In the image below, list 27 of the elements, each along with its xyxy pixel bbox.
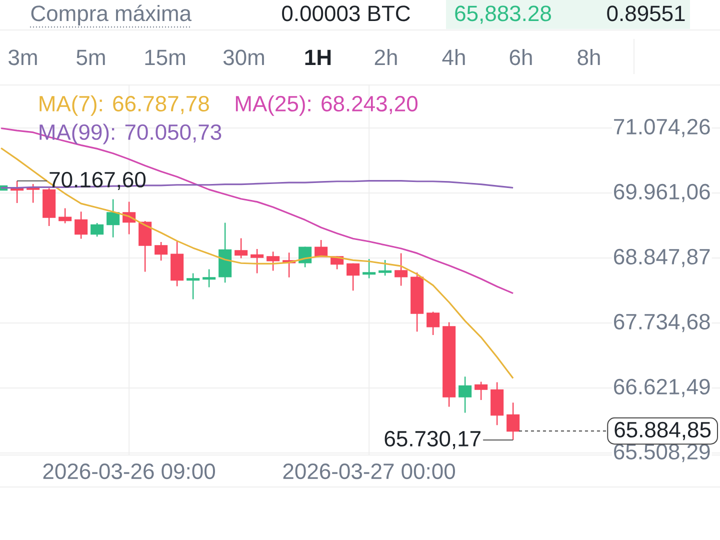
y-tick-label: 66.621,49 — [614, 378, 710, 398]
y-tick-label: 68.847,87 — [614, 248, 710, 268]
text: 15m — [145, 50, 185, 66]
text: 2h — [374, 49, 397, 65]
annotation: 70.167,60 — [50, 172, 146, 190]
text: 0.89551 — [607, 6, 685, 22]
annotation: 65.730,17 — [384, 430, 480, 450]
text: 6h — [510, 49, 532, 66]
text: 30m — [223, 50, 264, 66]
text: 4h — [442, 49, 465, 65]
series-label: MA(99): 70.050,73 — [40, 124, 222, 144]
y-tick-label: 67.734,68 — [614, 314, 710, 332]
y-tick-label: 69.961,06 — [614, 184, 710, 202]
text: 1H — [305, 50, 331, 65]
x-tick-label: 2026-03-26 09:00 — [43, 464, 216, 480]
text: 8h — [578, 49, 600, 66]
x-tick-label: 2026-03-27 00:00 — [283, 464, 455, 480]
text: 65,883.28 — [455, 6, 551, 24]
text: Compra máxima — [31, 4, 192, 26]
y-tick-label: 65.508,29 — [614, 444, 710, 462]
text: 3m — [8, 50, 37, 66]
text: MA(7): 66.787,78 — [40, 95, 209, 116]
ref-line-label: 65.884,85 — [614, 422, 711, 440]
y-tick-label: 71.074,26 — [614, 118, 710, 138]
text: 0.00003 BTC — [282, 6, 410, 22]
text: MA(25): 68.243,20 — [236, 95, 418, 116]
text: 5m — [76, 50, 105, 66]
